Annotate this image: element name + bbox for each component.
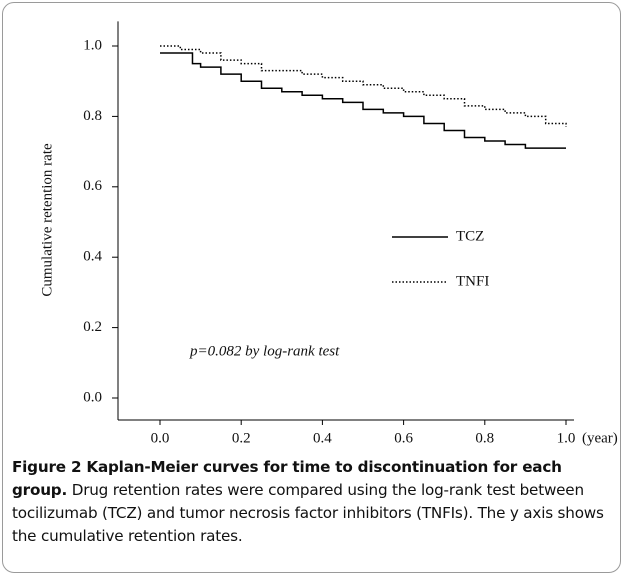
survival-curve — [160, 52, 566, 149]
x-axis-label: (year) — [582, 430, 618, 446]
caption: Figure 2 Kaplan-Meier curves for time to… — [12, 456, 618, 548]
survival-curve — [160, 45, 567, 127]
figure-frame — [2, 2, 621, 573]
x-tick-label: 0.0 — [151, 430, 170, 446]
y-tick-label: 0.8 — [83, 108, 102, 124]
x-tick-label: 1.0 — [557, 430, 576, 446]
x-tick-label: 0.4 — [313, 430, 332, 446]
y-tick-label: 1.0 — [83, 37, 102, 53]
annotation: p=0.082 by log-rank test — [189, 343, 340, 359]
x-tick-label: 0.6 — [394, 430, 413, 446]
legend-label: TCZ — [456, 228, 484, 244]
caption-text: Drug retention rates were compared using… — [12, 481, 604, 545]
y-tick-label: 0.0 — [83, 389, 102, 405]
y-tick-label: 0.6 — [83, 178, 102, 194]
y-axis-label: Cumulative retention rate — [39, 143, 55, 297]
x-tick-label: 0.2 — [232, 430, 251, 446]
x-tick-label: 0.8 — [475, 430, 494, 446]
y-tick-label: 0.4 — [83, 249, 102, 265]
y-tick-label: 0.2 — [83, 319, 102, 335]
chart: Cumulative retention rate (year) p=0.082… — [39, 21, 618, 446]
caption-title: Figure 2 Kaplan-Meier curves for time to… — [12, 458, 562, 499]
legend-label: TNFI — [456, 273, 489, 289]
